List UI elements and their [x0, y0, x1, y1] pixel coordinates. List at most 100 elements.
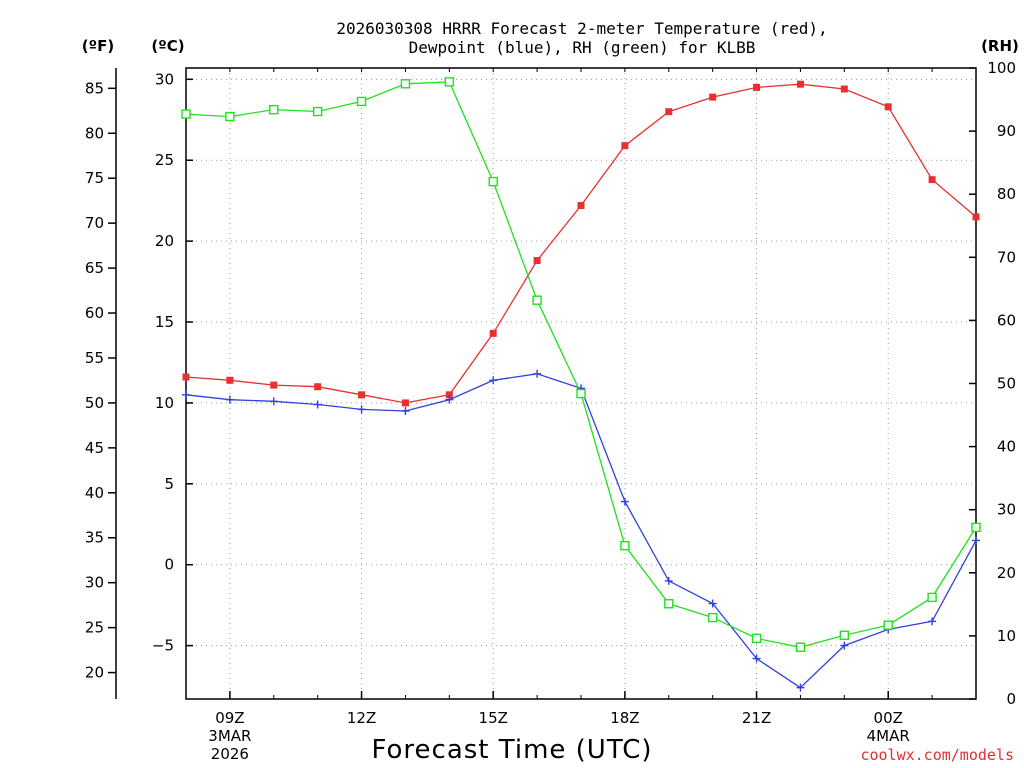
- rh-axis-tick-label: 60: [997, 311, 1016, 329]
- rh-axis-tick-label: 0: [1006, 690, 1016, 708]
- temperature-point: [358, 391, 366, 399]
- rh-point: [400, 79, 411, 89]
- dewpoint-point: [489, 376, 498, 385]
- rh-point: [971, 522, 981, 533]
- rh-point: [532, 295, 542, 305]
- f-axis-tick-label: 55: [85, 349, 104, 367]
- rh-point: [356, 96, 367, 107]
- temperature-point: [401, 399, 409, 407]
- x-axis-tick-label: 3MAR: [208, 727, 251, 745]
- dewpoint-point: [533, 369, 542, 378]
- rh-point: [664, 599, 674, 609]
- f-axis-tick-label: 65: [85, 259, 104, 277]
- rh-point: [225, 111, 235, 122]
- dewpoint-line: [185, 373, 977, 689]
- grid: [186, 68, 976, 699]
- rh-axis-tick-label: 100: [987, 59, 1016, 77]
- credit-text: coolwx.com/models: [860, 746, 1014, 764]
- dewpoint-point: [840, 641, 849, 650]
- temperature-line: [185, 83, 977, 404]
- f-axis-tick-label: 50: [85, 394, 104, 412]
- dewpoint-point: [928, 617, 937, 626]
- temperature-point: [665, 108, 673, 116]
- temperature-point: [226, 376, 234, 384]
- rh-point: [488, 176, 498, 187]
- f-axis-tick-label: 70: [85, 214, 104, 232]
- rh-point: [269, 104, 279, 115]
- c-axis-tick-label: 0: [164, 556, 174, 574]
- c-axis-tick-label: 30: [155, 70, 174, 88]
- x-axis-tick-label: 00Z: [874, 709, 903, 727]
- unit-label-f: (ºF): [82, 37, 114, 55]
- dewpoint-point: [269, 397, 278, 406]
- rh-point: [444, 77, 455, 87]
- unit-label-c: (ºC): [151, 37, 184, 55]
- temperature-point: [314, 383, 322, 391]
- rh-axis-tick-label: 10: [997, 627, 1016, 645]
- temperature-point: [796, 80, 804, 88]
- c-axis-tick-label: 15: [155, 313, 174, 331]
- f-axis-tick-label: 40: [85, 484, 104, 502]
- rh-axis-tick-label: 50: [997, 375, 1016, 393]
- dewpoint-point: [357, 405, 366, 414]
- rh-line: [185, 81, 977, 648]
- dewpoint-point: [796, 683, 805, 692]
- temperature-point: [489, 329, 497, 337]
- dewpoint-point: [708, 599, 717, 608]
- rh-point: [839, 630, 850, 640]
- rh-point: [620, 540, 630, 551]
- dewpoint-point: [401, 407, 410, 416]
- dewpoint-point: [182, 390, 190, 399]
- f-axis-tick-label: 80: [85, 124, 104, 142]
- f-axis-tick-label: 85: [85, 79, 104, 97]
- f-axis-tick-label: 30: [85, 574, 104, 592]
- dewpoint-point: [972, 536, 980, 545]
- rh-axis-tick-label: 80: [997, 185, 1016, 203]
- f-axis-tick-label: 60: [85, 304, 104, 322]
- dewpoint-point: [225, 395, 234, 404]
- chart-title-line1: 2026030308 HRRR Forecast 2-meter Tempera…: [336, 19, 827, 38]
- temperature-point: [621, 142, 629, 150]
- c-axis-tick-label: 5: [164, 475, 174, 493]
- x-axis-title: Forecast Time (UTC): [371, 735, 652, 765]
- rh-point: [883, 620, 893, 630]
- series: [181, 77, 981, 692]
- temperature-point: [270, 381, 278, 389]
- plot-frame: [185, 67, 977, 700]
- temperature-point: [533, 257, 541, 265]
- dewpoint-point: [664, 576, 673, 585]
- rh-axis-tick-label: 70: [997, 248, 1016, 266]
- rh-axis-tick-label: 90: [997, 122, 1016, 140]
- temperature-point: [753, 83, 761, 91]
- rh-point: [576, 388, 586, 399]
- rh-axis-tick-label: 40: [997, 438, 1016, 456]
- rh-axis-tick-label: 30: [997, 501, 1016, 519]
- temperature-point: [928, 176, 936, 184]
- temperature-point: [577, 202, 585, 210]
- c-axis-tick-label: 20: [155, 232, 174, 250]
- temperature-point: [709, 93, 717, 101]
- f-axis-tick-label: 75: [85, 169, 104, 187]
- x-axis-tick-label: 12Z: [347, 709, 376, 727]
- chart-title-line2: Dewpoint (blue), RH (green) for KLBB: [409, 38, 756, 57]
- dewpoint-point: [620, 497, 629, 506]
- dewpoint-point: [313, 400, 322, 409]
- rh-point: [707, 612, 718, 623]
- rh-point: [927, 592, 937, 603]
- x-axis-tick-label: 4MAR: [867, 727, 910, 745]
- f-axis-tick-label: 25: [85, 619, 104, 637]
- x-axis-tick-label: 15Z: [479, 709, 508, 727]
- unit-label-rh: (RH): [981, 37, 1019, 55]
- rh-point: [751, 633, 762, 644]
- f-axis-tick-label: 35: [85, 529, 104, 547]
- temperature-point: [840, 85, 848, 93]
- temperature-point: [445, 391, 453, 399]
- x-axis-tick-label: 09Z: [215, 709, 244, 727]
- dewpoint-point: [752, 654, 761, 663]
- rh-point: [181, 109, 191, 119]
- f-axis-tick-label: 20: [85, 664, 104, 682]
- temperature-point: [884, 103, 892, 111]
- rh-point: [312, 106, 323, 117]
